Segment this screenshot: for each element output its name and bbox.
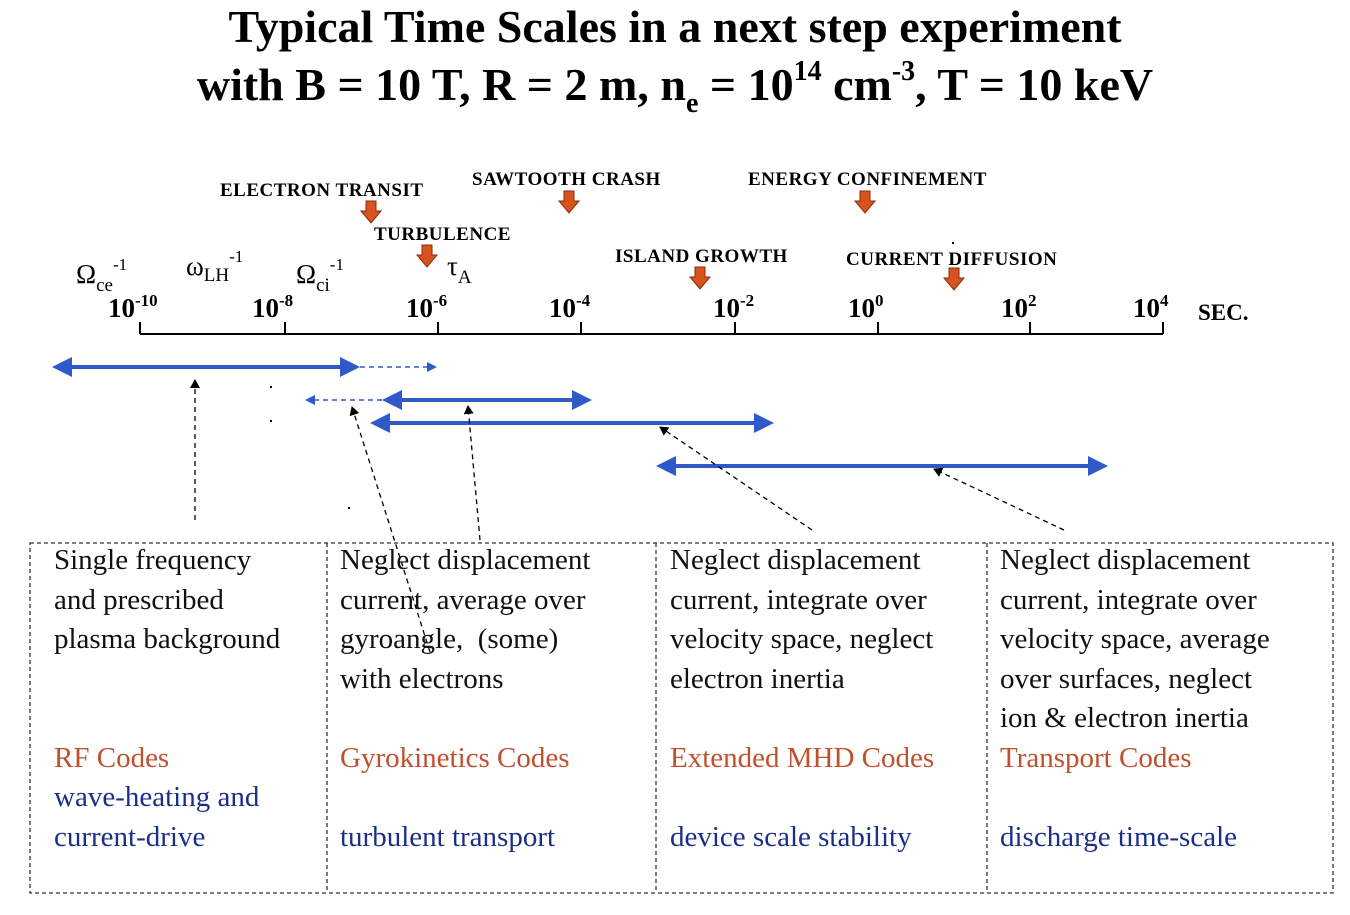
panel-mhd-purpose: device scale stability (670, 820, 912, 853)
panel-gyro-desc-3: gyroangle, (some) (340, 623, 559, 655)
panel-rf: Single frequency and prescribed plasma b… (54, 541, 280, 857)
tick-label-1e-10: 10-10 (108, 291, 158, 323)
axis-tick-labels: 10-10 10-8 10-6 10-4 10-2 100 102 104 (108, 291, 1169, 323)
range-arrow-extended-mhd (370, 413, 774, 433)
event-marker-energy-confinement (853, 190, 877, 214)
panel-rf-purpose-2: current-drive (54, 820, 206, 853)
omega-ce-inverse-label: Ωce-1 (76, 255, 127, 296)
panel-mhd-desc-4: electron inertia (670, 662, 845, 695)
event-marker-island-growth (688, 266, 712, 290)
pointer-transport (933, 467, 1065, 531)
event-label-turbulence: TURBULENCE (374, 224, 511, 245)
pointer-lines (190, 379, 1065, 653)
panel-mhd-desc-3: velocity space, neglect (670, 623, 934, 655)
range-arrow-transport (656, 456, 1108, 476)
event-marker-sawtooth-crash (557, 190, 581, 214)
panel-gyro-spacer (340, 699, 590, 739)
panel-gyro-desc-1: Neglect displacement (340, 544, 591, 576)
axis-unit-label: SEC. (1198, 300, 1249, 325)
panel-mhd-desc-2: current, integrate over (670, 583, 927, 616)
pointer-gyro-1 (349, 406, 431, 653)
event-marker-turbulence (415, 244, 439, 268)
event-marker-electron-transit (359, 200, 383, 224)
panel-gyro-desc-2: current, average over (340, 583, 586, 616)
panel-mhd-purpose-spacer (670, 778, 934, 818)
range-arrow-rf (52, 357, 437, 377)
panel-rf-spacer-2 (54, 699, 280, 739)
title-line-1: Typical Time Scales in a next step exper… (228, 1, 1122, 52)
range-arrow-gyrokinetics (305, 390, 592, 410)
panel-extended-mhd: Neglect displacement current, integrate … (670, 541, 934, 857)
event-marker-current-diffusion (942, 267, 966, 291)
panel-gyrokinetics: Neglect displacement current, average ov… (340, 541, 590, 857)
panel-gyro-code-name: Gyrokinetics Codes (340, 741, 570, 774)
tick-label-1e0: 100 (848, 291, 884, 323)
panel-mhd-code-name: Extended MHD Codes (670, 741, 935, 774)
panel-gyro-desc-4: with electrons (340, 662, 504, 695)
panel-gyro-purpose: turbulent transport (340, 820, 556, 853)
panel-rf-code-name: RF Codes (54, 741, 170, 774)
stray-marks (270, 242, 954, 509)
tick-label-1e-4: 10-4 (549, 291, 591, 323)
tick-label-1e-6: 10-6 (406, 291, 447, 323)
tick-label-1e4: 104 (1133, 291, 1169, 323)
event-label-electron-transit: ELECTRON TRANSIT (220, 180, 424, 201)
panel-transport-desc-3: velocity space, average (1000, 623, 1270, 655)
panel-borders (29, 542, 1334, 894)
tick-label-1e-8: 10-8 (252, 291, 293, 323)
panel-transport-purpose: discharge time-scale (1000, 820, 1237, 853)
omega-lh-inverse-label: ωLH-1 (186, 247, 243, 286)
panel-transport-desc-4: over surfaces, neglect (1000, 662, 1253, 695)
panel-transport-code-name: Transport Codes (1000, 741, 1192, 774)
panel-transport-desc-5: ion & electron inertia (1000, 702, 1249, 734)
time-axis (139, 322, 1164, 335)
panel-rf-desc-2: and prescribed (54, 583, 224, 616)
omega-ci-inverse-label: Ωci-1 (296, 255, 344, 296)
panel-mhd-desc-1: Neglect displacement (670, 544, 921, 576)
event-label-island-growth: ISLAND GROWTH (615, 246, 788, 267)
panel-gyro-purpose-spacer (340, 778, 590, 818)
tick-label-1e2: 102 (1001, 291, 1037, 323)
panel-rf-desc-3: plasma background (54, 623, 281, 655)
panel-rf-spacer-1 (54, 660, 280, 700)
pointer-mhd (659, 426, 813, 531)
event-label-current-diffusion: CURRENT DIFFUSION (846, 249, 1057, 270)
panel-mhd-spacer (670, 699, 934, 739)
panel-transport-purpose-spacer (1000, 778, 1270, 818)
panel-transport-desc-2: current, integrate over (1000, 583, 1257, 616)
title-line-2: with B = 10 T, R = 2 m, ne = 1014 cm-3, … (196, 56, 1154, 119)
panel-rf-purpose-1: wave-heating and (54, 781, 260, 813)
panel-transport-desc-1: Neglect displacement (1000, 544, 1251, 576)
panel-transport: Neglect displacement current, integrate … (1000, 541, 1270, 857)
panel-rf-desc-1: Single frequency (54, 544, 252, 576)
pointer-gyro-2 (463, 405, 481, 541)
event-label-energy-confinement: ENERGY CONFINEMENT (748, 169, 987, 190)
event-label-sawtooth-crash: SAWTOOTH CRASH (472, 169, 661, 190)
tau-alfven-label: τA (447, 251, 472, 288)
tick-label-1e-2: 10-2 (713, 291, 754, 323)
